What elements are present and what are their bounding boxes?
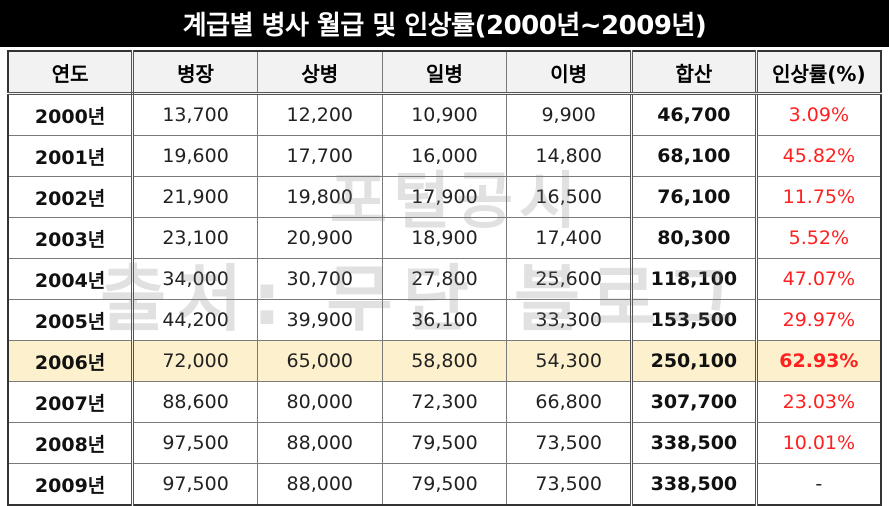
cell-rate: 10.01% <box>754 422 882 464</box>
header-row: 연도 병장 상병 일병 이병 합산 인상률(%) <box>7 50 882 95</box>
table-row: 2001년 19,600 17,700 16,000 14,800 68,100 45.82… <box>7 135 882 177</box>
cell-private: 73,500 <box>506 463 633 506</box>
cell-rate: 45.82% <box>754 135 882 177</box>
header-pfc: 일병 <box>381 50 508 95</box>
cell-corporal: 65,000 <box>256 340 383 382</box>
cell-rate: 62.93% <box>754 340 882 382</box>
header-rate: 인상률(%) <box>754 50 882 95</box>
cell-rate: 5.52% <box>754 217 882 259</box>
cell-year: 2003년 <box>7 217 135 259</box>
cell-rate: 3.09% <box>754 93 882 136</box>
header-private: 이병 <box>506 50 633 95</box>
table-row: 2009년 97,500 88,000 79,500 73,500 338,500- <box>7 463 882 506</box>
cell-private: 9,900 <box>506 93 633 136</box>
cell-pfc: 79,500 <box>381 463 508 506</box>
cell-total: 250,100 <box>630 340 757 382</box>
table-row: 2002년 21,900 19,800 17,900 16,500 76,100 11.75… <box>7 176 882 218</box>
cell-year: 2000년 <box>7 93 135 136</box>
cell-rate: 47.07% <box>754 258 882 300</box>
cell-total: 80,300 <box>630 217 757 259</box>
table-row: 2008년 97,500 88,000 79,500 73,500 338,500 10.0… <box>7 422 882 464</box>
cell-total: 68,100 <box>630 135 757 177</box>
cell-pfc: 58,800 <box>381 340 508 382</box>
cell-private: 54,300 <box>506 340 633 382</box>
cell-rate: 23.03% <box>754 381 882 423</box>
cell-sergeant: 97,500 <box>132 463 258 506</box>
cell-pfc: 36,100 <box>381 299 508 341</box>
cell-private: 17,400 <box>506 217 633 259</box>
cell-corporal: 20,900 <box>256 217 383 259</box>
cell-total: 46,700 <box>630 93 757 136</box>
cell-private: 25,600 <box>506 258 633 300</box>
salary-table: 연도 병장 상병 일병 이병 합산 인상률(%) 2000년 13,700 12,2… <box>7 50 882 506</box>
cell-year: 2004년 <box>7 258 135 300</box>
cell-pfc: 16,000 <box>381 135 508 177</box>
cell-total: 338,500 <box>630 422 757 464</box>
cell-year: 2008년 <box>7 422 135 464</box>
cell-sergeant: 97,500 <box>132 422 258 464</box>
cell-sergeant: 19,600 <box>132 135 258 177</box>
cell-year: 2002년 <box>7 176 135 218</box>
cell-pfc: 18,900 <box>381 217 508 259</box>
cell-corporal: 17,700 <box>256 135 383 177</box>
cell-private: 33,300 <box>506 299 633 341</box>
cell-sergeant: 88,600 <box>132 381 258 423</box>
table-row: 2005년 44,200 39,900 36,100 33,300 153,500 29.9… <box>7 299 882 341</box>
cell-year: 2009년 <box>7 463 135 506</box>
cell-sergeant: 13,700 <box>132 93 258 136</box>
cell-private: 73,500 <box>506 422 633 464</box>
cell-private: 14,800 <box>506 135 633 177</box>
cell-total: 153,500 <box>630 299 757 341</box>
cell-private: 16,500 <box>506 176 633 218</box>
cell-sergeant: 72,000 <box>132 340 258 382</box>
cell-total: 307,700 <box>630 381 757 423</box>
table-row: 2003년 23,100 20,900 18,900 17,400 80,300 5.52% <box>7 217 882 259</box>
cell-year: 2001년 <box>7 135 135 177</box>
cell-sergeant: 23,100 <box>132 217 258 259</box>
cell-pfc: 10,900 <box>381 93 508 136</box>
cell-sergeant: 21,900 <box>132 176 258 218</box>
cell-corporal: 39,900 <box>256 299 383 341</box>
cell-pfc: 72,300 <box>381 381 508 423</box>
cell-year: 2007년 <box>7 381 135 423</box>
header-sergeant: 병장 <box>132 50 258 95</box>
cell-pfc: 79,500 <box>381 422 508 464</box>
table-row: 2000년 13,700 12,200 10,900 9,900 46,700 3.09% <box>7 93 882 136</box>
table-row: 2007년 88,600 80,000 72,300 66,800 307,700 23.0… <box>7 381 882 423</box>
cell-rate: 29.97% <box>754 299 882 341</box>
cell-corporal: 88,000 <box>256 463 383 506</box>
cell-year: 2006년 <box>7 340 135 382</box>
cell-pfc: 27,800 <box>381 258 508 300</box>
cell-total: 118,100 <box>630 258 757 300</box>
cell-total: 338,500 <box>630 463 757 506</box>
cell-corporal: 30,700 <box>256 258 383 300</box>
table-row: 2006년 72,000 65,000 58,800 54,300 250,100 62.9… <box>7 340 882 382</box>
header-corporal: 상병 <box>256 50 383 95</box>
table-row: 2004년 34,000 30,700 27,800 25,600 118,100 47.0… <box>7 258 882 300</box>
cell-pfc: 17,900 <box>381 176 508 218</box>
header-year: 연도 <box>7 50 135 95</box>
cell-total: 76,100 <box>630 176 757 218</box>
cell-year: 2005년 <box>7 299 135 341</box>
cell-corporal: 12,200 <box>256 93 383 136</box>
cell-corporal: 19,800 <box>256 176 383 218</box>
cell-private: 66,800 <box>506 381 633 423</box>
table-title: 계급별 병사 월급 및 인상률(2000년~2009년) <box>0 0 889 47</box>
cell-rate: - <box>754 463 882 506</box>
table-body: 2000년 13,700 12,200 10,900 9,900 46,700 3.09% 2… <box>7 93 882 506</box>
cell-corporal: 80,000 <box>256 381 383 423</box>
header-total: 합산 <box>630 50 757 95</box>
cell-sergeant: 44,200 <box>132 299 258 341</box>
cell-corporal: 88,000 <box>256 422 383 464</box>
cell-sergeant: 34,000 <box>132 258 258 300</box>
cell-rate: 11.75% <box>754 176 882 218</box>
